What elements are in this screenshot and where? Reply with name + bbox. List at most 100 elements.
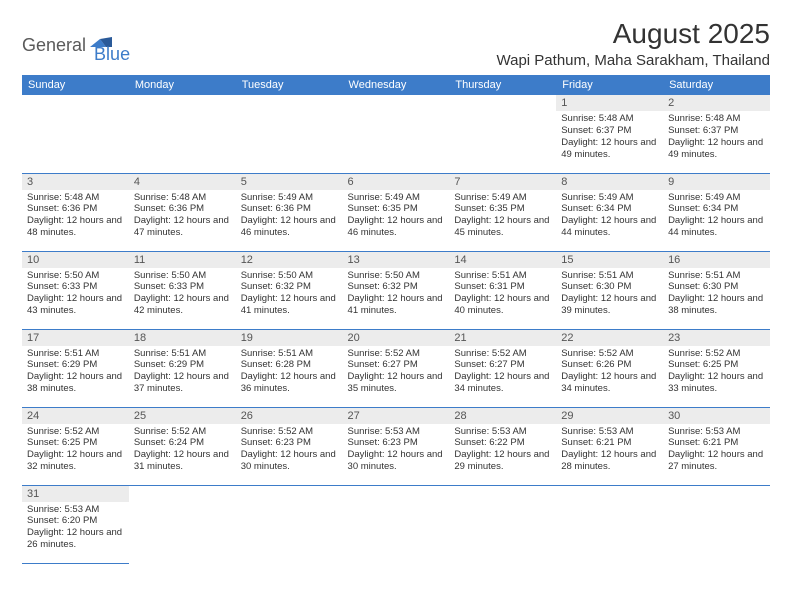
day-content: Sunrise: 5:49 AMSunset: 6:35 PMDaylight:… [449,190,556,244]
day-content: Sunrise: 5:52 AMSunset: 6:24 PMDaylight:… [129,424,236,478]
calendar-cell: 10Sunrise: 5:50 AMSunset: 6:33 PMDayligh… [22,251,129,329]
day-content: Sunrise: 5:51 AMSunset: 6:30 PMDaylight:… [663,268,770,322]
day-number: 19 [236,330,343,346]
day-content: Sunrise: 5:53 AMSunset: 6:21 PMDaylight:… [556,424,663,478]
day-content: Sunrise: 5:48 AMSunset: 6:36 PMDaylight:… [129,190,236,244]
day-content: Sunrise: 5:49 AMSunset: 6:34 PMDaylight:… [663,190,770,244]
day-content: Sunrise: 5:49 AMSunset: 6:34 PMDaylight:… [556,190,663,244]
day-content: Sunrise: 5:52 AMSunset: 6:27 PMDaylight:… [343,346,450,400]
calendar-cell [129,95,236,173]
day-content: Sunrise: 5:53 AMSunset: 6:21 PMDaylight:… [663,424,770,478]
weekday-header: Friday [556,75,663,95]
day-content: Sunrise: 5:52 AMSunset: 6:27 PMDaylight:… [449,346,556,400]
calendar-cell: 22Sunrise: 5:52 AMSunset: 6:26 PMDayligh… [556,329,663,407]
day-content: Sunrise: 5:51 AMSunset: 6:29 PMDaylight:… [22,346,129,400]
calendar-cell: 27Sunrise: 5:53 AMSunset: 6:23 PMDayligh… [343,407,450,485]
calendar-body: 1Sunrise: 5:48 AMSunset: 6:37 PMDaylight… [22,95,770,563]
day-number: 13 [343,252,450,268]
day-number: 23 [663,330,770,346]
calendar-table: Sunday Monday Tuesday Wednesday Thursday… [22,75,770,564]
calendar-row: 31Sunrise: 5:53 AMSunset: 6:20 PMDayligh… [22,485,770,563]
weekday-header: Tuesday [236,75,343,95]
calendar-cell [343,95,450,173]
calendar-cell: 11Sunrise: 5:50 AMSunset: 6:33 PMDayligh… [129,251,236,329]
weekday-header: Saturday [663,75,770,95]
calendar-row: 24Sunrise: 5:52 AMSunset: 6:25 PMDayligh… [22,407,770,485]
day-number: 9 [663,174,770,190]
calendar-cell [449,95,556,173]
calendar-row: 1Sunrise: 5:48 AMSunset: 6:37 PMDaylight… [22,95,770,173]
day-number: 30 [663,408,770,424]
calendar-cell: 30Sunrise: 5:53 AMSunset: 6:21 PMDayligh… [663,407,770,485]
calendar-cell: 8Sunrise: 5:49 AMSunset: 6:34 PMDaylight… [556,173,663,251]
day-content: Sunrise: 5:51 AMSunset: 6:31 PMDaylight:… [449,268,556,322]
day-number: 22 [556,330,663,346]
weekday-header: Sunday [22,75,129,95]
day-number: 1 [556,95,663,111]
day-number: 11 [129,252,236,268]
calendar-cell: 20Sunrise: 5:52 AMSunset: 6:27 PMDayligh… [343,329,450,407]
day-content: Sunrise: 5:51 AMSunset: 6:29 PMDaylight:… [129,346,236,400]
calendar-cell: 2Sunrise: 5:48 AMSunset: 6:37 PMDaylight… [663,95,770,173]
day-content: Sunrise: 5:52 AMSunset: 6:25 PMDaylight:… [22,424,129,478]
day-content: Sunrise: 5:53 AMSunset: 6:23 PMDaylight:… [343,424,450,478]
day-content: Sunrise: 5:50 AMSunset: 6:33 PMDaylight:… [129,268,236,322]
day-number: 16 [663,252,770,268]
day-content: Sunrise: 5:50 AMSunset: 6:32 PMDaylight:… [343,268,450,322]
logo-text-blue: Blue [94,44,130,65]
calendar-cell: 17Sunrise: 5:51 AMSunset: 6:29 PMDayligh… [22,329,129,407]
day-number: 21 [449,330,556,346]
weekday-header: Thursday [449,75,556,95]
day-content: Sunrise: 5:48 AMSunset: 6:36 PMDaylight:… [22,190,129,244]
calendar-cell: 9Sunrise: 5:49 AMSunset: 6:34 PMDaylight… [663,173,770,251]
day-number: 31 [22,486,129,502]
day-content: Sunrise: 5:51 AMSunset: 6:30 PMDaylight:… [556,268,663,322]
day-number: 4 [129,174,236,190]
calendar-cell: 29Sunrise: 5:53 AMSunset: 6:21 PMDayligh… [556,407,663,485]
calendar-cell: 21Sunrise: 5:52 AMSunset: 6:27 PMDayligh… [449,329,556,407]
calendar-cell: 15Sunrise: 5:51 AMSunset: 6:30 PMDayligh… [556,251,663,329]
calendar-cell: 6Sunrise: 5:49 AMSunset: 6:35 PMDaylight… [343,173,450,251]
title-block: August 2025 Wapi Pathum, Maha Sarakham, … [497,18,770,69]
day-number: 2 [663,95,770,111]
calendar-cell: 16Sunrise: 5:51 AMSunset: 6:30 PMDayligh… [663,251,770,329]
calendar-cell: 1Sunrise: 5:48 AMSunset: 6:37 PMDaylight… [556,95,663,173]
day-content: Sunrise: 5:52 AMSunset: 6:23 PMDaylight:… [236,424,343,478]
weekday-header: Monday [129,75,236,95]
location: Wapi Pathum, Maha Sarakham, Thailand [497,52,770,69]
day-number: 25 [129,408,236,424]
calendar-cell: 24Sunrise: 5:52 AMSunset: 6:25 PMDayligh… [22,407,129,485]
day-number: 24 [22,408,129,424]
calendar-cell: 19Sunrise: 5:51 AMSunset: 6:28 PMDayligh… [236,329,343,407]
calendar-cell: 23Sunrise: 5:52 AMSunset: 6:25 PMDayligh… [663,329,770,407]
calendar-row: 17Sunrise: 5:51 AMSunset: 6:29 PMDayligh… [22,329,770,407]
calendar-cell: 25Sunrise: 5:52 AMSunset: 6:24 PMDayligh… [129,407,236,485]
day-content: Sunrise: 5:50 AMSunset: 6:32 PMDaylight:… [236,268,343,322]
day-content: Sunrise: 5:50 AMSunset: 6:33 PMDaylight:… [22,268,129,322]
day-number: 5 [236,174,343,190]
day-number: 27 [343,408,450,424]
calendar-row: 10Sunrise: 5:50 AMSunset: 6:33 PMDayligh… [22,251,770,329]
calendar-row: 3Sunrise: 5:48 AMSunset: 6:36 PMDaylight… [22,173,770,251]
calendar-cell [236,95,343,173]
calendar-cell [22,95,129,173]
weekday-header-row: Sunday Monday Tuesday Wednesday Thursday… [22,75,770,95]
calendar-cell: 28Sunrise: 5:53 AMSunset: 6:22 PMDayligh… [449,407,556,485]
day-number: 12 [236,252,343,268]
day-number: 10 [22,252,129,268]
calendar-cell: 12Sunrise: 5:50 AMSunset: 6:32 PMDayligh… [236,251,343,329]
day-number: 15 [556,252,663,268]
day-content: Sunrise: 5:48 AMSunset: 6:37 PMDaylight:… [556,111,663,165]
day-number: 20 [343,330,450,346]
month-title: August 2025 [497,18,770,50]
day-content: Sunrise: 5:49 AMSunset: 6:35 PMDaylight:… [343,190,450,244]
calendar-cell: 4Sunrise: 5:48 AMSunset: 6:36 PMDaylight… [129,173,236,251]
day-number: 17 [22,330,129,346]
day-content: Sunrise: 5:49 AMSunset: 6:36 PMDaylight:… [236,190,343,244]
day-number: 29 [556,408,663,424]
day-content: Sunrise: 5:52 AMSunset: 6:25 PMDaylight:… [663,346,770,400]
weekday-header: Wednesday [343,75,450,95]
calendar-cell [556,485,663,563]
day-number: 28 [449,408,556,424]
day-number: 3 [22,174,129,190]
